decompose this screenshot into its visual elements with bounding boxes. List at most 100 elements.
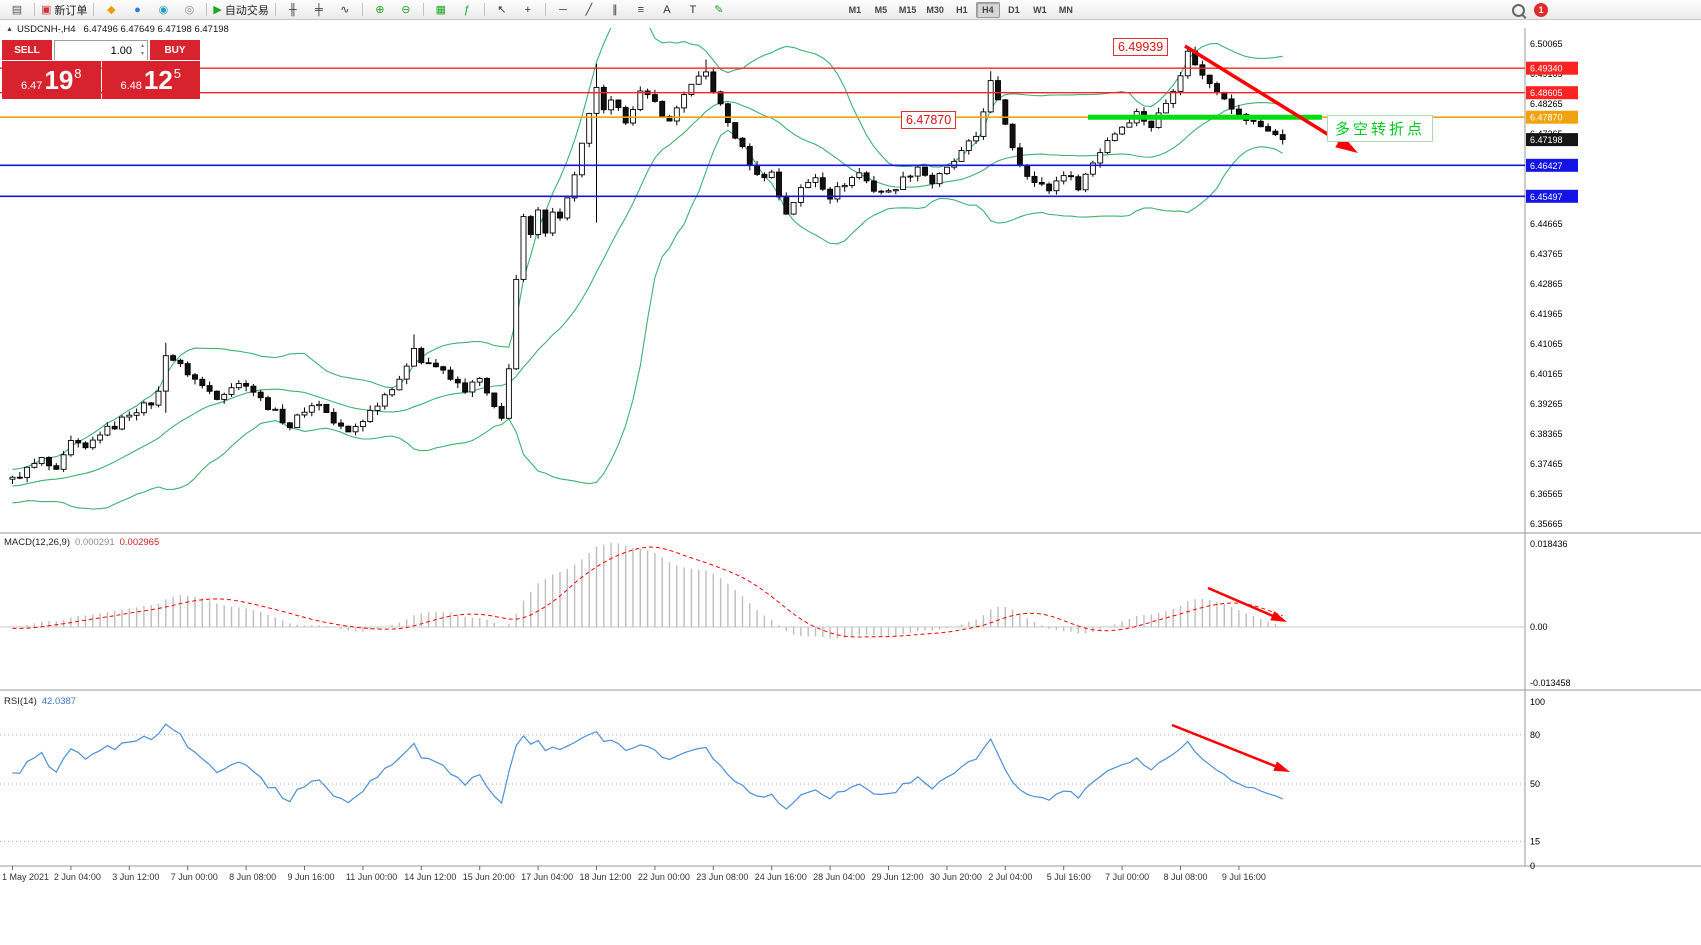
zoom-out-icon-glyph: ⊖ [401, 4, 411, 16]
bollinger-band [12, 129, 1283, 510]
timeframe-M5[interactable]: M5 [874, 4, 888, 15]
svg-text:7 Jul 00:00: 7 Jul 00:00 [1105, 872, 1149, 882]
timeframe-H1[interactable]: H1 [956, 4, 968, 15]
candlestick-chart-icon[interactable]: ╪ [308, 2, 330, 18]
market-icon[interactable]: ● [126, 2, 148, 18]
cursor-icon[interactable]: ↖ [491, 2, 513, 18]
search-icon[interactable] [1512, 3, 1525, 17]
svg-text:29 Jun 12:00: 29 Jun 12:00 [872, 872, 924, 882]
bollinger-band [12, 100, 1283, 487]
label-icon[interactable]: T [682, 2, 704, 18]
svg-text:22 Jun 00:00: 22 Jun 00:00 [638, 872, 690, 882]
metaeditor-icon[interactable]: ◆ [100, 2, 122, 18]
zoom-out-icon[interactable]: ⊖ [395, 2, 417, 18]
macd-signal-value: 0.002965 [119, 537, 160, 548]
autotrading-button-label: 自动交易 [224, 4, 269, 17]
tile-windows-icon[interactable]: ▦ [430, 2, 452, 18]
timeframe-M15[interactable]: M15 [898, 4, 917, 15]
timeframe-MN[interactable]: MN [1058, 4, 1073, 15]
zoom-in-icon[interactable]: ⊕ [369, 2, 391, 18]
timeframe-W1[interactable]: W1 [1033, 4, 1047, 15]
volume-stepper[interactable]: ▲ ▼ [140, 42, 145, 58]
volume-input[interactable] [55, 42, 147, 60]
market-icon-glyph: ● [134, 3, 141, 16]
svg-text:6.46427: 6.46427 [1530, 161, 1563, 171]
timeframe-M30[interactable]: M30 [926, 4, 944, 15]
chart-symbol-icon: ▲ [6, 26, 13, 33]
autotrading-button[interactable]: ▶ 自动交易 [213, 2, 268, 18]
trendline-icon[interactable]: ╱ [578, 2, 600, 18]
signals-icon[interactable]: ◉ [152, 2, 174, 18]
toolbar-separator [206, 3, 208, 16]
shapes-icon[interactable]: ✎ [708, 2, 730, 18]
svg-text:11 Jun 00:00: 11 Jun 00:00 [346, 872, 397, 882]
svg-text:6.38365: 6.38365 [1530, 429, 1563, 439]
buy-price-fraction: 5 [173, 66, 182, 81]
svg-text:23 Jun 08:00: 23 Jun 08:00 [696, 872, 748, 882]
svg-text:15 Jun 20:00: 15 Jun 20:00 [463, 872, 515, 882]
volume-down-icon[interactable]: ▼ [140, 51, 145, 57]
indicators-icon[interactable]: ƒ [456, 2, 478, 18]
price-chart[interactable]: 6.500656.491656.482656.473656.464656.455… [0, 20, 1701, 945]
sell-button[interactable]: 6.47 19 8 [2, 61, 101, 99]
svg-text:50: 50 [1530, 779, 1540, 789]
new-order-button-glyph: ▣ [41, 4, 52, 16]
crosshair-icon-glyph: + [524, 3, 532, 16]
chart-window-icon[interactable]: ▤ [6, 2, 28, 18]
sell-label-chip[interactable]: SELL [2, 40, 52, 60]
horizontal-line-icon[interactable]: ─ [552, 2, 574, 18]
svg-text:6.47198: 6.47198 [1530, 135, 1563, 145]
svg-text:6.45497: 6.45497 [1530, 192, 1563, 202]
svg-text:6.40165: 6.40165 [1530, 369, 1563, 379]
channel-icon[interactable]: ∥ [604, 2, 626, 18]
svg-text:9 Jul 16:00: 9 Jul 16:00 [1222, 872, 1266, 882]
svg-text:6.36565: 6.36565 [1530, 489, 1563, 499]
svg-text:100: 100 [1530, 697, 1545, 707]
level-price-annotation: 6.47870 [901, 111, 957, 129]
line-chart-icon-glyph: ∿ [340, 4, 350, 16]
svg-text:15: 15 [1530, 836, 1540, 846]
volume-up-icon[interactable]: ▲ [140, 43, 145, 49]
fibonacci-icon-glyph: ≡ [637, 3, 645, 16]
channel-icon-glyph: ∥ [612, 4, 618, 16]
level-lines[interactable] [0, 67, 1525, 198]
svg-text:28 Jun 04:00: 28 Jun 04:00 [813, 872, 865, 882]
main-toolbar: ▤ ▣ 新订单 ◆ ● ◉ ◎ ▶ 自动交易 ╫ ╪ ∿ ⊕ ⊖ ▦ ƒ ↖ + ─ ╱ ∥ ≡ A T ✎ M1 M5 M15 M3… [0, 0, 1701, 20]
toolbar-separator [422, 3, 424, 16]
rsi-value: 42.0387 [41, 696, 77, 707]
svg-text:6.42865: 6.42865 [1530, 279, 1563, 289]
svg-text:30 Jun 20:00: 30 Jun 20:00 [930, 872, 982, 882]
buy-label-chip[interactable]: BUY [150, 40, 200, 60]
svg-text:3 Jun 12:00: 3 Jun 12:00 [112, 872, 159, 882]
macd-title: MACD(12,26,9) [4, 537, 70, 548]
buy-button[interactable]: 6.48 12 5 [101, 61, 200, 99]
buy-price-prefix: 6.48 [120, 79, 142, 92]
macd-main-value: 0.000291 [75, 537, 115, 548]
timeframe-M1[interactable]: M1 [848, 4, 862, 15]
text-icon[interactable]: A [656, 2, 678, 18]
toolbar-separator [361, 3, 363, 16]
svg-text:14 Jun 12:00: 14 Jun 12:00 [404, 872, 456, 882]
cursor-icon-glyph: ↖ [497, 4, 507, 16]
svg-text:24 Jun 16:00: 24 Jun 16:00 [755, 872, 807, 882]
svg-text:6.49340: 6.49340 [1530, 64, 1563, 74]
toolbar-right: 1 [1512, 3, 1548, 17]
crosshair-icon[interactable]: + [517, 2, 539, 18]
svg-text:6.39265: 6.39265 [1530, 399, 1563, 409]
timeframe-H4[interactable]: H4 [975, 1, 1000, 18]
svg-text:80: 80 [1530, 730, 1540, 740]
toolbar-separator [544, 3, 546, 16]
svg-text:0: 0 [1530, 861, 1535, 871]
turning-point-annotation: 多空转折点 [1327, 115, 1434, 142]
notification-badge[interactable]: 1 [1534, 3, 1548, 17]
bar-chart-icon[interactable]: ╫ [282, 2, 304, 18]
new-order-button[interactable]: ▣ 新订单 [41, 2, 87, 18]
annotation-arrows[interactable] [1171, 44, 1358, 772]
timeframe-D1[interactable]: D1 [1008, 4, 1020, 15]
fibonacci-icon[interactable]: ≡ [630, 2, 652, 18]
svg-text:1 May 2021: 1 May 2021 [2, 872, 49, 882]
alerts-icon[interactable]: ◎ [178, 2, 200, 18]
line-chart-icon[interactable]: ∿ [334, 2, 356, 18]
svg-text:6.35665: 6.35665 [1530, 519, 1563, 529]
svg-text:6.44665: 6.44665 [1530, 219, 1563, 229]
